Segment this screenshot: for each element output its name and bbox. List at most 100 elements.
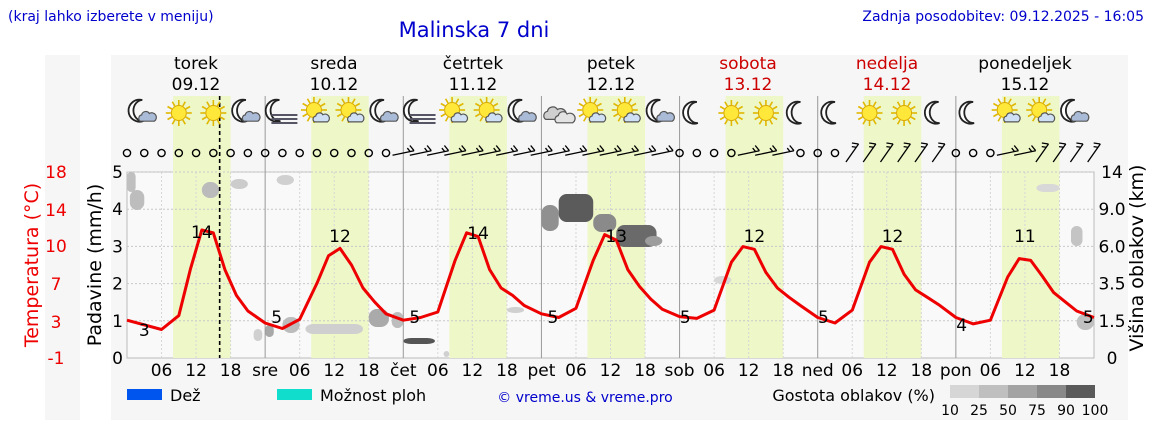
wind-barb-flag — [938, 142, 945, 145]
credit-link[interactable]: © vreme.us & vreme.pro — [497, 390, 672, 406]
min-temperature-label: 5 — [818, 308, 829, 328]
location-hint[interactable]: (kraj lahko izberete v meniju) — [8, 9, 214, 25]
sun-ray — [206, 119, 211, 125]
time-tick: 18 — [634, 361, 656, 381]
wind-barb-staff — [478, 150, 501, 156]
min-temperature-label: 4 — [956, 316, 967, 336]
sun-disc — [205, 105, 222, 121]
sun-ray — [593, 98, 598, 104]
sun-ray — [613, 102, 619, 107]
temperature-tick: 10 — [45, 237, 67, 257]
sun-cloud-icon — [473, 97, 503, 123]
cloud-patch — [253, 329, 263, 341]
cloud-patch — [201, 182, 220, 198]
sun-ray — [617, 116, 622, 122]
temperature-tick: 3 — [51, 313, 62, 333]
wind-barb-staff — [931, 143, 946, 163]
moon-fog-icon — [264, 98, 298, 124]
day-name-0: torek — [174, 54, 218, 74]
wind-calm-icon — [312, 148, 322, 158]
moon-icon — [682, 100, 699, 125]
wind-barb-staff — [879, 143, 894, 163]
wind-calm-icon — [692, 148, 702, 158]
wind-barb-icon — [634, 145, 657, 156]
cloud-patch — [1070, 226, 1083, 246]
wind-calm-icon — [830, 148, 840, 158]
sun-ray — [997, 116, 1002, 122]
wind-barb-flag — [547, 145, 553, 152]
sun-ray — [578, 102, 584, 107]
wind-barb-flag — [475, 147, 480, 152]
wind-barb-flag — [754, 145, 760, 152]
sun-icon — [752, 100, 779, 126]
wind-barb-flag — [443, 145, 450, 152]
cloud-patch — [645, 236, 663, 246]
wind-barb-icon — [996, 145, 1019, 156]
min-temperature-label: 5 — [271, 308, 282, 328]
temperature-axis-title: Temperatura (°C) — [21, 183, 43, 348]
min-temperature-label: 5 — [409, 308, 420, 328]
wind-barb-flag — [599, 145, 605, 152]
sun-ray — [1007, 98, 1012, 104]
cloud-height-tick: 6.0 — [1098, 237, 1125, 257]
cloud-height-tick: 3.5 — [1098, 275, 1125, 295]
sun-ray — [216, 119, 221, 125]
moon-shape — [682, 100, 699, 125]
wind-barb-flag — [903, 145, 909, 148]
day-name-2: četrtek — [443, 54, 504, 74]
wind-barb-icon — [755, 145, 778, 156]
wind-barb-flag — [668, 145, 674, 152]
sun-cloud-icon — [577, 97, 607, 123]
time-tick: pet — [527, 361, 555, 381]
wind-barb-staff — [547, 150, 570, 156]
moon-cloud-icon — [231, 98, 261, 123]
wind-barb-staff — [495, 150, 518, 156]
sun-ray — [206, 101, 211, 107]
wind-barb-icon — [616, 145, 640, 156]
density-tick: 100 — [1082, 403, 1109, 419]
cloud-shape — [1070, 110, 1090, 122]
moon-shape — [958, 100, 975, 125]
sun-ray — [444, 98, 449, 104]
wind-barb-flag — [1041, 142, 1049, 145]
wind-barb-icon — [931, 142, 946, 163]
cloud-shape — [623, 112, 641, 123]
cloud-height-tick: 14 — [1101, 163, 1123, 183]
legend-rain-label: Dež — [170, 386, 201, 405]
wind-barb-staff — [1069, 143, 1084, 163]
precip-tick: 2 — [112, 275, 123, 295]
page-title: Malinska 7 dni — [399, 18, 550, 42]
legend-rain-swatch — [127, 389, 162, 400]
day-date-6: 15.12 — [1001, 75, 1050, 95]
sun-icon — [200, 100, 227, 126]
wind-barb-staff — [582, 150, 605, 156]
max-temperature-label: 14 — [467, 224, 489, 244]
wind-barb-flag — [920, 142, 928, 145]
day-date-5: 14.12 — [863, 75, 912, 95]
sun-ray — [583, 116, 587, 122]
day-name-6: ponedeljek — [978, 54, 1072, 74]
sun-cloud-icon — [1026, 97, 1056, 123]
max-temperature-label: 12 — [882, 227, 904, 247]
wind-barb-flag — [851, 142, 859, 145]
sun-ray — [993, 102, 999, 107]
wind-barb-staff — [530, 150, 553, 156]
temperature-line — [126, 228, 1095, 331]
wind-barb-icon — [444, 145, 467, 156]
wind-calm-icon — [986, 148, 995, 158]
moon-shape — [264, 98, 281, 123]
day-date-0: 09.12 — [172, 75, 221, 95]
time-tick: 18 — [911, 361, 933, 381]
daylight-band — [449, 96, 507, 358]
wind-barb-flag — [616, 145, 622, 152]
max-temperature-label: 14 — [191, 223, 213, 243]
wind-barb-flag — [596, 147, 601, 152]
wind-barb-staff — [599, 150, 622, 156]
wind-barb-icon — [478, 145, 501, 156]
wind-barb-icon — [495, 145, 519, 156]
wind-barb-flag — [869, 145, 874, 148]
cloud-patch — [1036, 184, 1060, 192]
wind-barb-icon — [426, 145, 450, 156]
density-swatch — [950, 385, 979, 398]
